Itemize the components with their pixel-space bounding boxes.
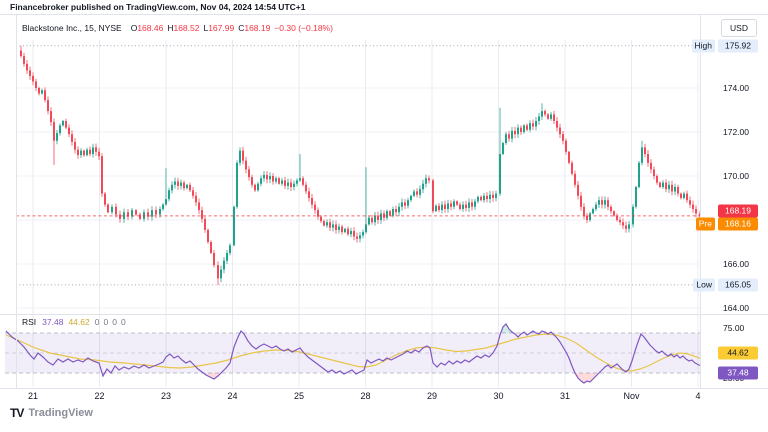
time-axis-label: 29 bbox=[426, 391, 437, 401]
time-axis-label: 24 bbox=[227, 391, 238, 401]
time-axis-label: 31 bbox=[559, 391, 570, 401]
plot-left-border bbox=[16, 14, 17, 388]
premarket-value: 168.16 bbox=[718, 217, 758, 231]
symbol-legend: Blackstone Inc., 15, NYSE O168.46 H168.52… bbox=[22, 23, 333, 33]
rsi-value-badge: 37.48 bbox=[718, 366, 758, 380]
ohlc-value: 168.52 bbox=[173, 23, 200, 33]
ohlc-value: 167.99 bbox=[208, 23, 235, 33]
rsi-legend-values: 37.48 44.62 0 0 0 0 bbox=[42, 317, 130, 327]
time-axis-label: 28 bbox=[360, 391, 371, 401]
ohlc-key: H bbox=[167, 23, 174, 33]
rsi-legend-extra: 0 bbox=[94, 317, 100, 327]
low-price-badge: Low 165.05 bbox=[693, 278, 758, 292]
ohlc-value: 168.46 bbox=[137, 23, 164, 33]
pane-separator[interactable] bbox=[0, 314, 768, 315]
high-price-badge: High 175.92 bbox=[691, 39, 758, 53]
rsi-legend-value: 37.48 bbox=[42, 317, 64, 327]
time-axis[interactable]: 21 22 23 24 25 28 29 30 31 Nov 4 bbox=[0, 388, 701, 406]
footer-brand[interactable]: TV TradingView bbox=[10, 406, 93, 420]
rsi-ma-value: 44.62 bbox=[718, 346, 758, 360]
low-label: Low bbox=[693, 278, 715, 292]
time-axis-label: 4 bbox=[695, 391, 701, 401]
low-value: 165.05 bbox=[718, 278, 758, 292]
tradingview-logo-icon: TV bbox=[10, 406, 24, 420]
tradingview-logo-text: TradingView bbox=[28, 407, 93, 419]
time-axis-border bbox=[0, 388, 768, 389]
premarket-label: Pre bbox=[695, 217, 715, 231]
rsi-ma-badge: 44.62 bbox=[718, 346, 758, 360]
rsi-legend: RSI 37.48 44.62 0 0 0 0 bbox=[22, 317, 130, 327]
time-axis-label: 25 bbox=[293, 391, 304, 401]
price-axis-label: 166.00 bbox=[723, 259, 749, 269]
symbol-title[interactable]: Blackstone Inc., 15, NYSE bbox=[22, 23, 122, 33]
price-axis-label: 172.00 bbox=[723, 127, 749, 137]
change-value: −0.30 (−0.18%) bbox=[274, 23, 333, 33]
high-label: High bbox=[691, 39, 715, 53]
rsi-legend-extra: 0 bbox=[112, 317, 117, 327]
price-scale-border bbox=[700, 14, 701, 388]
top-divider bbox=[0, 14, 768, 15]
ohlc-key: C bbox=[238, 23, 245, 33]
time-axis-label: Nov bbox=[623, 391, 640, 401]
premarket-price-badge: Pre 168.16 bbox=[695, 217, 758, 231]
grid-layer bbox=[16, 40, 700, 387]
ohlc-key: O bbox=[130, 23, 138, 33]
ohlc-value: 168.19 bbox=[244, 23, 271, 33]
rsi-layer bbox=[5, 323, 700, 384]
rsi-legend-value: 44.62 bbox=[68, 317, 90, 327]
time-axis-label: 30 bbox=[493, 391, 504, 401]
time-axis-label: 22 bbox=[94, 391, 105, 401]
high-value: 175.92 bbox=[718, 39, 758, 53]
currency-toggle-button[interactable]: USD bbox=[721, 19, 757, 37]
rsi-legend-extra: 0 bbox=[103, 317, 109, 327]
ohlc-values: O168.46 H168.52 L167.99 C168.19 −0.30 (−0.18… bbox=[131, 23, 333, 33]
time-axis-label: 21 bbox=[27, 391, 38, 401]
price-axis-label: 164.00 bbox=[723, 303, 749, 313]
rsi-indicator-title[interactable]: RSI bbox=[22, 317, 37, 327]
price-axis-label: 174.00 bbox=[723, 83, 749, 93]
last-price-badge: 168.19 bbox=[718, 204, 758, 218]
attribution-text: Financebroker published on TradingView.c… bbox=[10, 2, 306, 12]
last-value: 168.19 bbox=[718, 204, 758, 218]
rsi-legend-extra: 0 bbox=[120, 317, 126, 327]
candles-layer bbox=[20, 45, 701, 285]
ohlc-key: L bbox=[203, 23, 209, 33]
price-axis-label: 170.00 bbox=[723, 171, 749, 181]
rsi-value: 37.48 bbox=[718, 366, 758, 380]
rsi-axis-label: 75.00 bbox=[723, 323, 745, 333]
time-axis-label: 23 bbox=[160, 391, 171, 401]
